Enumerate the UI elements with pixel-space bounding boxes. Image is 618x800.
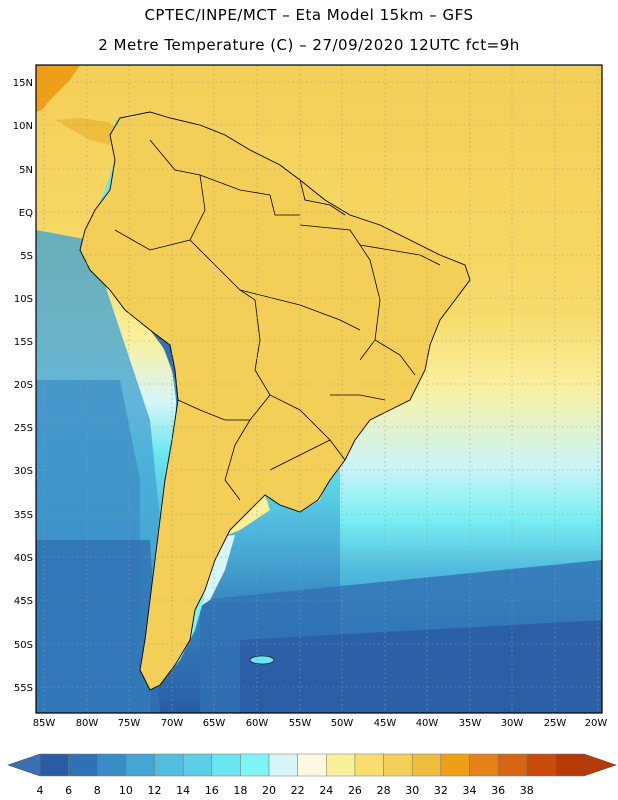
colorbar-level-label: 8 xyxy=(94,784,101,797)
graticule xyxy=(36,65,602,713)
lon-label: 35W xyxy=(459,718,482,729)
lon-label: 80W xyxy=(76,718,99,729)
colorbar-level-label: 34 xyxy=(462,784,476,797)
lat-label: EQ xyxy=(19,208,33,219)
lon-label: 20W xyxy=(585,718,608,729)
colorbar-swatch xyxy=(39,753,69,777)
lon-label: 25W xyxy=(544,718,567,729)
lon-label: 70W xyxy=(161,718,184,729)
colorbar-level-label: 6 xyxy=(65,784,72,797)
colorbar-level-label: 18 xyxy=(233,784,247,797)
lat-label: 45S xyxy=(14,596,33,607)
colorbar-level-label: 14 xyxy=(176,784,190,797)
lat-label: 15S xyxy=(14,337,33,348)
lat-label: 5S xyxy=(20,251,33,262)
lat-label: 10N xyxy=(13,121,33,132)
colorbar-level-label: 28 xyxy=(377,784,391,797)
lat-label: 10S xyxy=(14,294,33,305)
central-america-land xyxy=(36,65,80,112)
lon-label: 55W xyxy=(289,718,312,729)
colorbar-swatch xyxy=(326,753,356,777)
colorbar-swatch xyxy=(211,753,241,777)
lat-label: 25S xyxy=(14,423,33,434)
colorbar-swatch xyxy=(154,753,184,777)
lon-label: 50W xyxy=(331,718,354,729)
colorbar-swatch xyxy=(354,753,384,777)
latitude-axis: 15N 10N 5N EQ 5S 10S 15S 20S 25S 30S 35S… xyxy=(13,78,33,694)
colorbar-swatch xyxy=(297,753,327,777)
colorbar-swatch xyxy=(383,753,413,777)
temperature-map: 15N 10N 5N EQ 5S 10S 15S 20S 25S 30S 35S… xyxy=(13,64,608,729)
map-frame xyxy=(35,64,603,714)
lat-label: 50S xyxy=(14,640,33,651)
colorbar-level-label: 24 xyxy=(319,784,333,797)
lat-label: 5N xyxy=(19,165,33,176)
colorbar-swatch xyxy=(555,753,585,777)
colorbar-level-label: 16 xyxy=(205,784,219,797)
country-borders xyxy=(114,139,441,501)
colorbar-under-arrow xyxy=(7,753,41,777)
colorbar-level-label: 38 xyxy=(520,784,534,797)
lon-label: 45W xyxy=(374,718,397,729)
colorbar-level-label: 30 xyxy=(405,784,419,797)
lon-label: 40W xyxy=(416,718,439,729)
colorbar-level-label: 4 xyxy=(37,784,44,797)
colorbar-swatch xyxy=(97,753,127,777)
colorbar-swatch xyxy=(526,753,556,777)
lat-label: 40S xyxy=(14,553,33,564)
lat-label: 20S xyxy=(14,380,33,391)
southern-ocean-deep xyxy=(240,620,602,713)
colorbar-level-label: 22 xyxy=(291,784,305,797)
map-title-line-2: 2 Metre Temperature (C) – 27/09/2020 12U… xyxy=(98,36,520,54)
lon-label: 30W xyxy=(501,718,524,729)
colorbar-level-label: 26 xyxy=(348,784,362,797)
colorbar-over-arrow xyxy=(583,753,617,777)
colorbar-level-label: 32 xyxy=(434,784,448,797)
longitude-axis: 85W 80W 75W 70W 65W 60W 55W 50W 45W 40W … xyxy=(33,718,608,729)
map-title-line-1: CPTEC/INPE/MCT – Eta Model 15km – GFS xyxy=(144,6,474,24)
lat-label: 55S xyxy=(14,683,33,694)
colorbar-swatch xyxy=(268,753,298,777)
colorbar-swatch xyxy=(497,753,527,777)
colorbar-swatch xyxy=(440,753,470,777)
lon-label: 75W xyxy=(118,718,141,729)
lat-label: 35S xyxy=(14,510,33,521)
colorbar-swatch xyxy=(125,753,155,777)
lat-label: 30S xyxy=(14,466,33,477)
colorbar-swatches xyxy=(7,753,617,777)
colorbar-swatch xyxy=(411,753,442,777)
lon-label: 60W xyxy=(246,718,269,729)
falkland-islands xyxy=(249,655,275,665)
colorbar: 4 6 8 10 12 14 16 18 20 22 24 26 28 30 32 34 36 38 xyxy=(7,753,617,797)
colorbar-swatch xyxy=(469,753,499,777)
lat-label: 15N xyxy=(13,78,33,89)
colorbar-level-label: 12 xyxy=(148,784,162,797)
colorbar-level-label: 20 xyxy=(262,784,276,797)
colorbar-labels: 4 6 8 10 12 14 16 18 20 22 24 26 28 30 32 34 36 38 xyxy=(37,784,534,797)
colorbar-level-label: 10 xyxy=(119,784,133,797)
colorbar-swatch xyxy=(240,753,270,777)
colorbar-swatch xyxy=(68,753,98,777)
colorbar-level-label: 36 xyxy=(491,784,505,797)
lon-label: 65W xyxy=(203,718,226,729)
lon-label: 85W xyxy=(33,718,56,729)
colorbar-swatch xyxy=(182,753,213,777)
